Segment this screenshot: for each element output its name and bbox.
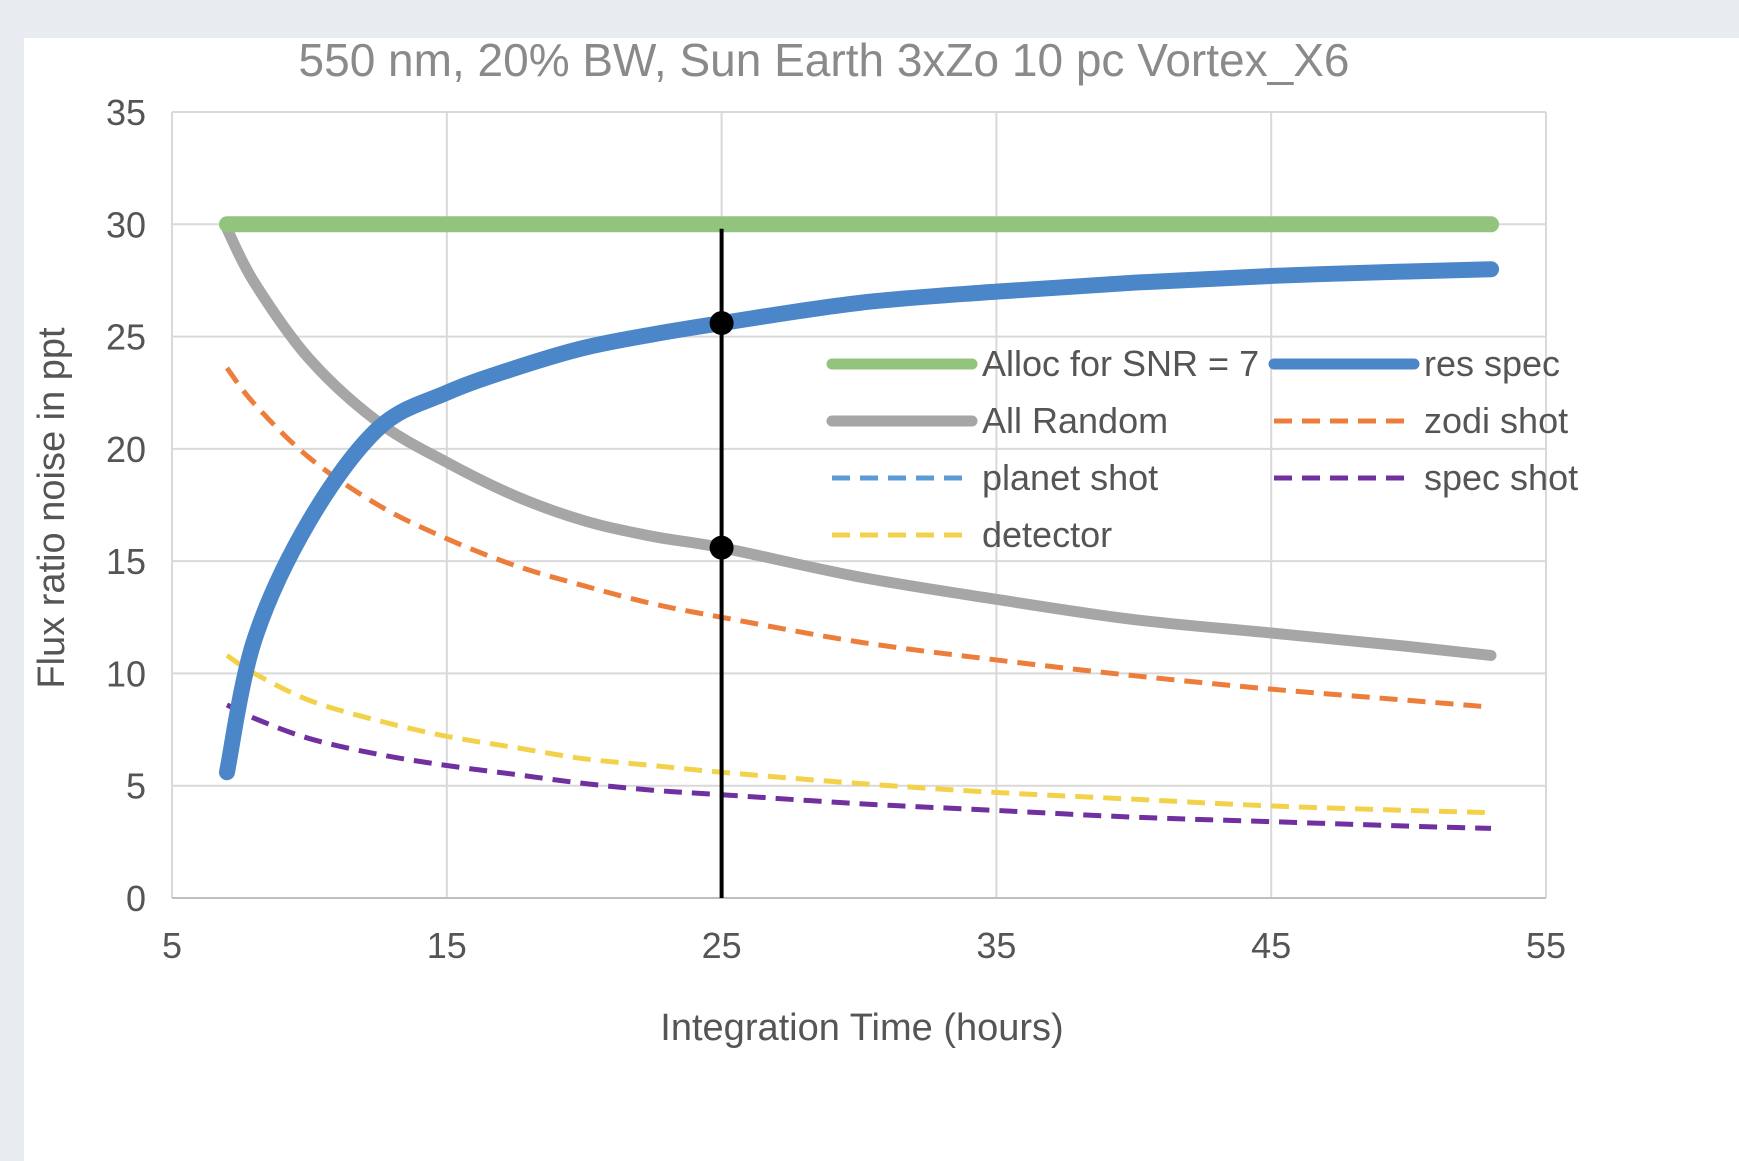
- legend-label: spec shot: [1424, 457, 1578, 498]
- legend-label: res spec: [1424, 343, 1560, 384]
- y-tick-label: 30: [106, 204, 146, 245]
- x-tick-label: 5: [162, 925, 182, 966]
- annotation-layer: [709, 228, 734, 898]
- series-line-detector: [225, 653, 1492, 816]
- series-line-res-spec: [218, 261, 1500, 781]
- x-tick-label: 35: [976, 925, 1016, 966]
- legend-label: detector: [982, 514, 1112, 555]
- legend-label: planet shot: [982, 457, 1158, 498]
- series-layer: [218, 216, 1500, 831]
- y-tick-label: 5: [126, 766, 146, 807]
- x-axis-title: Integration Time (hours): [660, 1007, 1063, 1049]
- x-tick-label: 25: [702, 925, 742, 966]
- series-line-all-random: [221, 223, 1497, 661]
- series-line-spec-shot: [225, 702, 1492, 831]
- y-axis-title: Flux ratio noise in ppt: [31, 327, 73, 689]
- legend-label: Alloc for SNR = 7: [982, 343, 1259, 384]
- chart-frame: 0 5 10 15 20 25 30 35 5 15 25 35 45 55 Alloc for SNR …: [24, 38, 1739, 1161]
- legend: Alloc for SNR = 7 res spec All Random zodi …: [826, 343, 1578, 555]
- y-tick-label: 10: [106, 653, 146, 694]
- x-tick-label: 55: [1526, 925, 1566, 966]
- legend-label: All Random: [982, 400, 1168, 441]
- y-tick-label: 20: [106, 429, 146, 470]
- y-tick-label: 25: [106, 317, 146, 358]
- legend-label: zodi shot: [1424, 400, 1568, 441]
- x-tick-label: 45: [1251, 925, 1291, 966]
- marker-point: [709, 311, 734, 336]
- marker-point: [709, 535, 734, 560]
- y-tick-label: 15: [106, 541, 146, 582]
- x-tick-label: 15: [427, 925, 467, 966]
- chart-title: 550 nm, 20% BW, Sun Earth 3xZo 10 pc Vor…: [299, 38, 1350, 86]
- y-tick-label: 0: [126, 878, 146, 919]
- series-line-zodi-shot: [224, 366, 1492, 710]
- y-tick-label: 35: [106, 92, 146, 133]
